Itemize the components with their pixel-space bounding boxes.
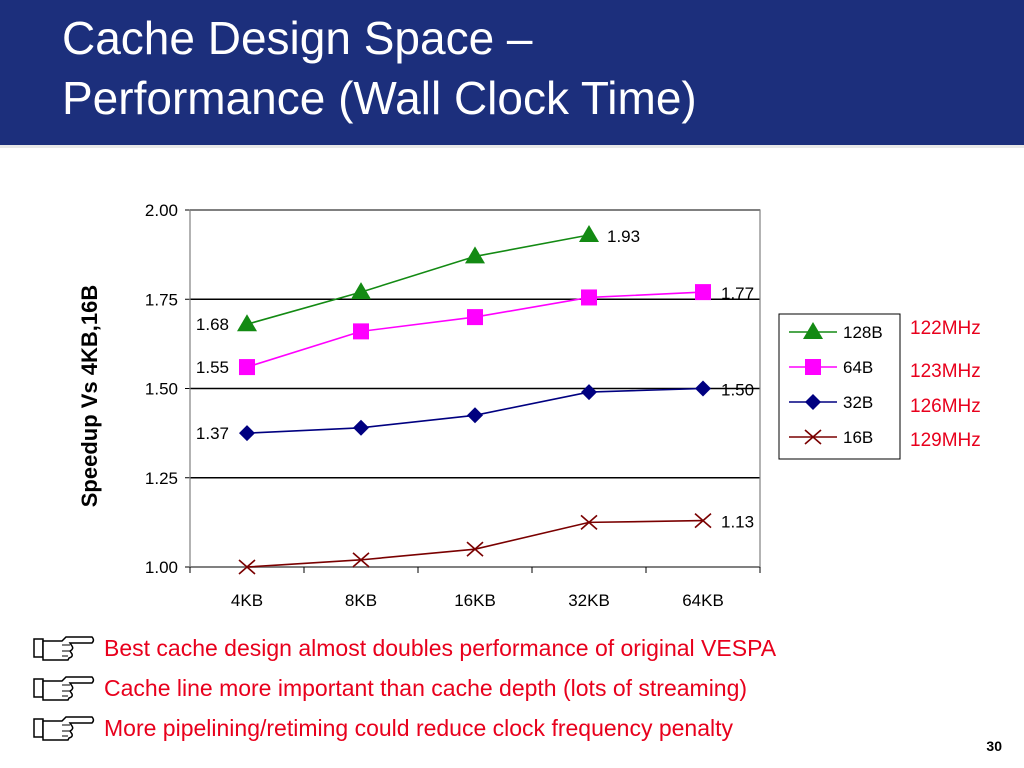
header-divider	[0, 145, 1024, 148]
y-tick-label: 1.50	[145, 380, 178, 399]
bullet-text: Cache line more important than cache dep…	[104, 674, 748, 701]
series-line-128b	[246, 234, 590, 326]
bullet-item: More pipelining/retiming could reduce cl…	[32, 708, 992, 748]
bullet-list: Best cache design almost doubles perform…	[32, 628, 992, 748]
bullet-text: More pipelining/retiming could reduce cl…	[104, 714, 734, 741]
data-label-64b: 1.55	[196, 358, 229, 377]
data-label-32b: 1.37	[196, 424, 229, 443]
mhz-label-128b: 122MHz	[910, 318, 981, 339]
legend-marker-128b	[803, 322, 823, 339]
data-point-64b	[581, 289, 597, 306]
y-tick-label: 1.25	[145, 469, 178, 488]
y-tick-label: 1.00	[145, 558, 178, 577]
legend-label-64b: 64B	[843, 358, 873, 377]
legend-marker-32b	[805, 394, 821, 410]
mhz-label-64b: 123MHz	[910, 361, 981, 382]
x-tick-label: 16KB	[454, 591, 496, 610]
data-point-128b	[465, 246, 485, 264]
data-point-64b	[239, 359, 255, 376]
legend-label-16b: 16B	[843, 428, 873, 447]
bullet-item: Best cache design almost doubles perform…	[32, 628, 992, 668]
data-point-64b	[353, 323, 369, 340]
bullet-item: Cache line more important than cache dep…	[32, 668, 992, 708]
y-axis-label: Speedup Vs 4KB,16B	[77, 285, 102, 508]
x-tick-label: 4KB	[231, 591, 263, 610]
data-point-16b	[580, 514, 598, 530]
slide-title-line-1: Cache Design Space –	[62, 12, 533, 64]
legend-box	[778, 313, 901, 460]
slide-title-line-2: Performance (Wall Clock Time)	[62, 72, 697, 124]
mhz-label-16b: 129MHz	[910, 430, 981, 451]
data-point-32b	[467, 407, 483, 424]
data-label-16b: 1.13	[721, 513, 754, 532]
data-point-32b	[581, 384, 597, 401]
data-point-16b	[352, 552, 370, 568]
pointing-hand-icon	[33, 676, 95, 701]
data-point-16b	[466, 541, 484, 557]
speedup-line-chart: 1.00 1.25 1.50 1.75 2.00 4KB 8KB 16KB 32KB 64KB Sp…	[77, 201, 901, 610]
data-point-128b	[237, 314, 257, 332]
slide-header: Cache Design Space – Performance (Wall C…	[0, 0, 1024, 145]
data-label-64b: 1.77	[721, 284, 754, 303]
legend-label-128b: 128B	[843, 323, 883, 342]
pointing-hand-icon	[33, 716, 95, 741]
slide-title: Cache Design Space – Performance (Wall C…	[62, 8, 697, 128]
data-point-128b	[579, 224, 599, 242]
data-point-16b	[238, 559, 256, 575]
data-point-32b	[695, 380, 711, 397]
bullet-text: Best cache design almost doubles perform…	[104, 634, 777, 661]
plot-area	[189, 209, 761, 568]
pointing-hand-icon	[33, 636, 95, 661]
data-point-32b	[353, 419, 369, 436]
x-tick-label: 8KB	[345, 591, 377, 610]
series-line-16b	[246, 519, 704, 568]
page-number: 30	[986, 738, 1002, 754]
data-label-128b: 1.93	[607, 227, 640, 246]
series-line-64b	[246, 291, 704, 368]
data-point-32b	[239, 425, 255, 442]
y-tick-label: 2.00	[145, 201, 178, 220]
x-tick-label: 64KB	[682, 591, 724, 610]
legend-label-32b: 32B	[843, 393, 873, 412]
data-point-64b	[695, 284, 711, 301]
legend-marker-16b	[804, 429, 822, 445]
data-label-128b: 1.68	[196, 315, 229, 334]
data-point-64b	[467, 309, 483, 326]
legend-marker-64b	[805, 359, 821, 375]
mhz-label-32b: 126MHz	[910, 396, 981, 417]
data-point-16b	[694, 512, 712, 529]
data-point-128b	[351, 282, 371, 300]
x-tick-label: 32KB	[568, 591, 610, 610]
data-label-32b: 1.50	[721, 381, 754, 400]
y-tick-label: 1.75	[145, 290, 178, 309]
